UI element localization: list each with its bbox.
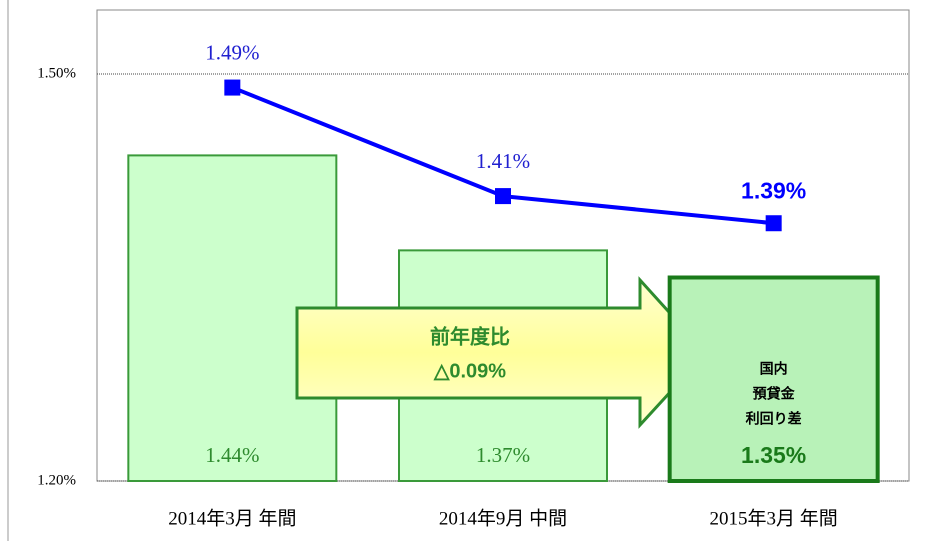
bar-annotation: 預貸金	[753, 386, 796, 402]
line-marker	[765, 215, 782, 232]
bar-annotation: 利回り差	[746, 411, 802, 427]
bar-value-label: 1.37%	[476, 443, 530, 467]
bar	[667, 275, 880, 483]
arrow-label: △0.09%	[433, 360, 506, 382]
bar-value-label: 1.35%	[741, 442, 806, 468]
x-tick-label: 2015年3月 年間	[710, 507, 838, 529]
line-marker	[224, 79, 241, 96]
y-tick-label: 1.50%	[37, 65, 76, 81]
line-value-label: 1.39%	[741, 177, 806, 203]
y-tick-label: 1.20%	[37, 472, 76, 488]
bar-value-label: 1.44%	[205, 443, 259, 467]
x-tick-label: 2014年3月 年間	[168, 507, 296, 529]
bar-annotation: 国内	[760, 361, 788, 377]
line-value-label: 1.49%	[205, 40, 259, 64]
line-value-label: 1.41%	[476, 149, 530, 173]
x-tick-label: 2014年9月 中間	[439, 507, 567, 529]
line-marker	[495, 188, 511, 205]
arrow-label: 前年度比	[430, 324, 510, 348]
